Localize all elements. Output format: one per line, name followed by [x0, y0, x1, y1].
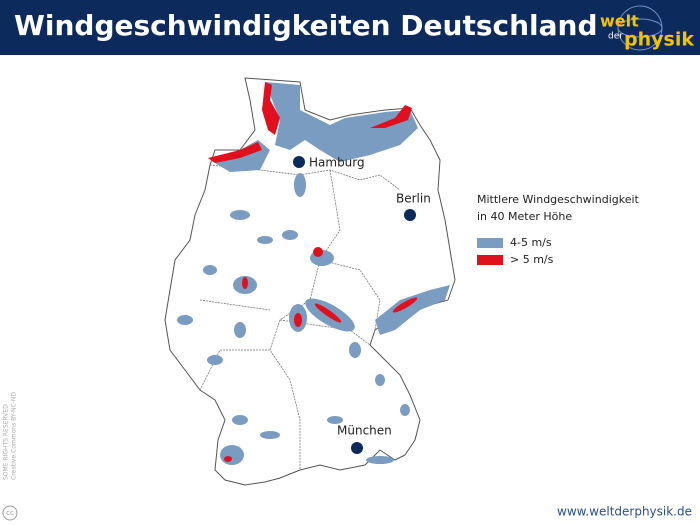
wind-area: [327, 416, 343, 424]
wind-area: [375, 374, 385, 386]
wind-over-5: [208, 82, 418, 462]
legend: Mittlere Windgeschwindigkeit in 40 Meter…: [477, 193, 640, 266]
wind-area: [400, 404, 410, 416]
wind-area: [282, 230, 298, 240]
wind-area: [366, 456, 394, 464]
city-label: Hamburg: [309, 156, 365, 170]
coast-strong: [370, 105, 412, 128]
coast-strong: [208, 142, 262, 163]
legend-label: 4-5 m/s: [510, 236, 552, 249]
license-text: Creative Commons BY-NC-ND: [11, 392, 18, 480]
wind-area: [234, 322, 246, 338]
cc-text: cc: [6, 509, 14, 517]
wind-area: [260, 431, 280, 439]
legend-label: > 5 m/s: [510, 253, 554, 266]
logo: welt der physik: [600, 5, 694, 51]
logo-orbit: [617, 18, 663, 38]
cc-icon: [2, 505, 18, 521]
coast-area: [265, 82, 418, 162]
wind-area: [232, 415, 248, 425]
wind-area: [207, 355, 223, 365]
wind-area: [220, 445, 244, 465]
legend-swatch: [477, 255, 503, 265]
url: www.weltderphysik.de: [557, 505, 692, 519]
title: Windgeschwindigkeiten Deutschland: [14, 9, 598, 42]
logo-text: welt: [600, 12, 639, 31]
coast-strong: [262, 82, 280, 135]
city-label: Berlin: [396, 192, 431, 206]
city-dot: [404, 209, 416, 221]
strong-area: [242, 277, 248, 289]
germany-map: Hamburg Berlin München: [164, 77, 456, 486]
legend-title: Mittlere Windgeschwindigkeit: [477, 193, 640, 206]
wind-area: [294, 173, 306, 197]
city-dot: [293, 156, 305, 168]
legend-swatch: [477, 238, 503, 248]
license: SOME RIGHTS RESERVED Creative Commons BY…: [3, 392, 18, 480]
city-label: München: [337, 424, 392, 438]
wind-area: [257, 236, 273, 244]
strong-area: [294, 313, 302, 327]
strong-area: [224, 456, 232, 462]
wind-area: [203, 265, 217, 275]
header-bar: [0, 0, 700, 55]
wind-area: [230, 210, 250, 220]
wind-area: [349, 342, 361, 358]
strong-area: [314, 303, 342, 323]
legend-title: in 40 Meter Höhe: [477, 210, 572, 223]
logo-text: physik: [624, 29, 694, 51]
logo-text: der: [608, 32, 623, 42]
wind-area: [177, 315, 193, 325]
wind-area: [375, 285, 450, 335]
strong-area: [313, 247, 323, 257]
strong-area: [392, 297, 418, 313]
license-text: SOME RIGHTS RESERVED: [3, 404, 10, 480]
city-dot: [351, 442, 363, 454]
